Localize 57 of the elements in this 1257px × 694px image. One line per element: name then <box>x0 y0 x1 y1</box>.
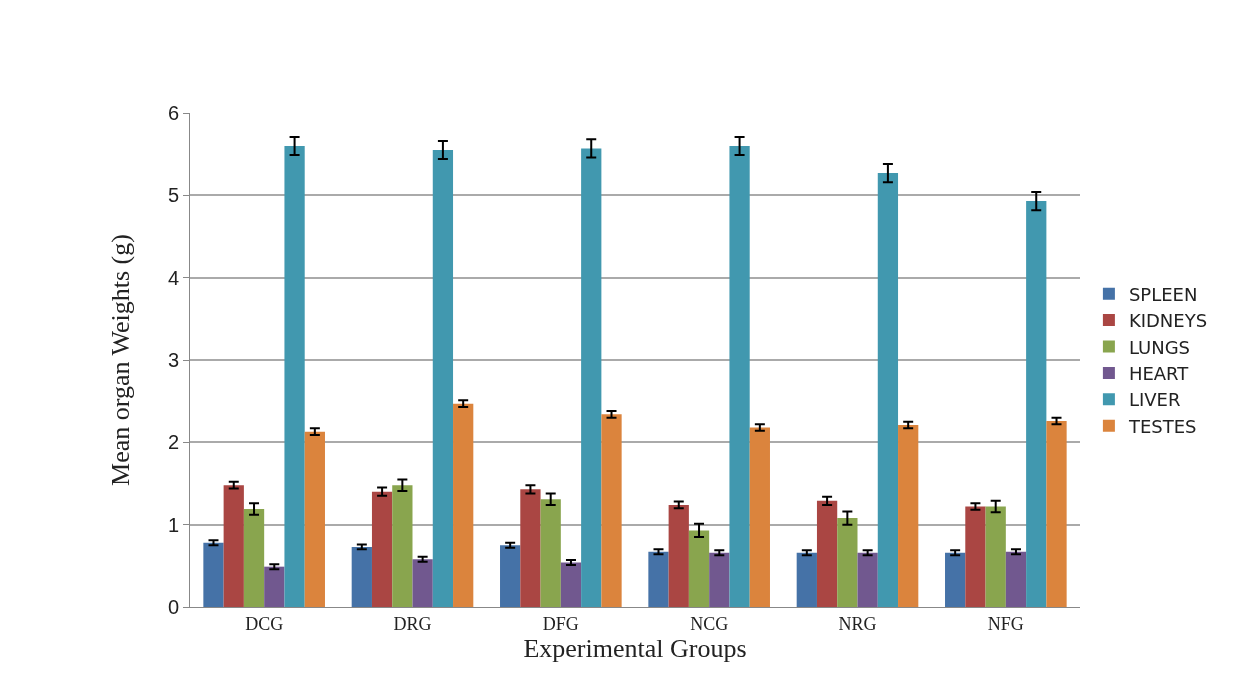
y-tick-label: 2 <box>167 431 179 454</box>
bar <box>371 491 393 607</box>
bar <box>837 518 858 607</box>
bar <box>432 150 454 607</box>
bar <box>965 506 986 607</box>
bar <box>985 506 1006 607</box>
y-tick-label: 3 <box>167 349 179 371</box>
bar <box>581 148 602 607</box>
legend-label: LUNGS <box>1128 336 1191 358</box>
bar <box>284 145 305 607</box>
bar <box>223 485 244 607</box>
x-axis-title: Experimental Groups <box>523 633 747 663</box>
bar <box>412 559 433 607</box>
x-tick-label: DRG <box>393 613 432 634</box>
x-tick-label: DFG <box>542 613 579 634</box>
y-tick-label: 1 <box>167 513 179 536</box>
legend-label: KIDNEYS <box>1128 310 1208 332</box>
bar <box>1005 551 1027 607</box>
x-tick-label: NCG <box>690 613 729 634</box>
x-tick-label: NFG <box>987 613 1024 634</box>
bar <box>945 552 966 607</box>
legend-label: TESTES <box>1127 415 1197 437</box>
bar <box>500 545 521 607</box>
bar <box>540 499 561 607</box>
legend-label: SPLEEN <box>1128 283 1198 305</box>
bar <box>243 509 265 607</box>
y-tick-label: 5 <box>167 184 179 207</box>
y-tick-label: 4 <box>167 266 179 289</box>
bar <box>351 546 372 607</box>
bar <box>877 173 899 607</box>
bar <box>796 552 817 607</box>
bar <box>304 431 325 607</box>
x-tick-label: DCG <box>245 613 284 634</box>
bar <box>1026 201 1047 607</box>
bar <box>264 566 285 607</box>
y-tick-label: 0 <box>167 596 179 618</box>
bar <box>453 403 474 607</box>
bar <box>668 504 689 607</box>
bar <box>709 552 730 607</box>
bar <box>729 145 750 607</box>
bar <box>648 551 669 607</box>
bar <box>601 414 622 607</box>
y-axis-title: Mean organ Weights (g) <box>106 234 136 486</box>
bar <box>203 542 224 607</box>
bar <box>898 425 919 607</box>
legend-label: HEART <box>1128 362 1190 384</box>
bar <box>816 500 838 607</box>
bar <box>1046 420 1067 607</box>
bar <box>749 427 770 607</box>
bar <box>857 552 878 607</box>
bar <box>520 489 541 607</box>
x-tick-label: NRG <box>838 613 877 634</box>
legend-label: LIVER <box>1128 389 1181 411</box>
bar <box>688 530 710 607</box>
y-tick-label: 6 <box>167 102 179 124</box>
bar <box>392 485 413 607</box>
bar <box>560 562 582 607</box>
